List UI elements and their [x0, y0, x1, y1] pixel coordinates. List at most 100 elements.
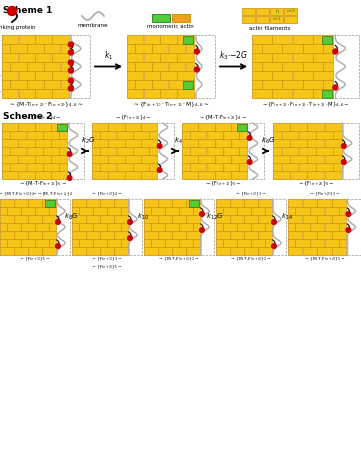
Bar [2, 155, 18, 162]
Bar [288, 199, 361, 255]
Bar [231, 123, 247, 130]
Bar [199, 171, 214, 179]
Bar [52, 35, 69, 44]
Text: $\sim\{$F$_{(n+1)}\}_4\sim$: $\sim\{$F$_{(n+1)}\}_4\sim$ [24, 114, 62, 122]
Bar [19, 89, 35, 97]
Bar [322, 89, 332, 97]
Bar [177, 35, 193, 44]
Bar [127, 80, 135, 89]
Bar [182, 123, 198, 130]
Bar [299, 147, 316, 154]
Circle shape [56, 219, 60, 224]
Bar [215, 123, 231, 130]
Bar [35, 223, 49, 231]
Bar [100, 231, 114, 239]
Bar [0, 231, 14, 239]
Bar [60, 131, 67, 138]
Bar [295, 207, 310, 215]
Bar [158, 215, 172, 223]
Bar [186, 44, 193, 53]
Circle shape [342, 160, 346, 164]
Bar [177, 53, 193, 62]
Bar [303, 247, 317, 255]
Bar [244, 231, 258, 239]
Bar [206, 131, 223, 138]
Text: monomeric actin: monomeric actin [147, 24, 193, 29]
Bar [149, 147, 157, 154]
Bar [282, 163, 299, 171]
Bar [108, 155, 125, 162]
Bar [2, 139, 18, 146]
Bar [27, 44, 43, 53]
Bar [262, 80, 282, 89]
Bar [199, 123, 214, 130]
Bar [14, 247, 28, 255]
Circle shape [67, 176, 72, 180]
Bar [127, 89, 143, 97]
Bar [72, 215, 86, 223]
Bar [144, 207, 151, 215]
Bar [325, 207, 339, 215]
Bar [216, 207, 223, 215]
Bar [284, 16, 297, 23]
Bar [114, 199, 128, 207]
Bar [288, 247, 302, 255]
Bar [2, 35, 18, 44]
Circle shape [68, 60, 73, 65]
Bar [100, 199, 114, 207]
Bar [182, 147, 190, 154]
Bar [288, 207, 295, 215]
Bar [288, 239, 295, 247]
Bar [237, 223, 251, 231]
Bar [223, 163, 239, 171]
Bar [35, 71, 52, 80]
Bar [273, 155, 290, 162]
Bar [317, 199, 331, 207]
Bar [135, 62, 152, 71]
Bar [93, 239, 107, 247]
Text: $\sim\{$F$_{(n+2)}\}_4\sim$: $\sim\{$F$_{(n+2)}\}_4\sim$ [91, 191, 123, 198]
Bar [288, 223, 295, 231]
Bar [244, 247, 258, 255]
Bar [239, 147, 247, 154]
Bar [117, 163, 133, 171]
Bar [216, 239, 223, 247]
Circle shape [342, 144, 346, 148]
Bar [303, 80, 323, 89]
Circle shape [67, 152, 72, 156]
Bar [293, 71, 313, 80]
Bar [144, 239, 151, 247]
Bar [49, 239, 56, 247]
Bar [215, 139, 231, 146]
Bar [273, 123, 359, 179]
Bar [72, 207, 79, 215]
Bar [323, 44, 333, 53]
Bar [79, 223, 93, 231]
Bar [2, 35, 90, 98]
Bar [72, 223, 79, 231]
Text: actin filaments: actin filaments [249, 26, 291, 31]
Bar [313, 35, 333, 44]
Circle shape [128, 236, 132, 240]
Bar [272, 53, 292, 62]
Bar [265, 207, 272, 215]
Bar [317, 247, 331, 255]
Bar [2, 80, 10, 89]
Bar [35, 155, 51, 162]
Bar [43, 131, 59, 138]
Bar [107, 239, 121, 247]
Text: $\sim\{$M-T-F$_{(n+2)}\}_5\sim$: $\sim\{$M-T-F$_{(n+2)}\}_5\sim$ [304, 256, 345, 263]
Bar [144, 231, 158, 239]
Bar [239, 163, 247, 171]
Bar [270, 16, 283, 23]
Bar [0, 247, 14, 255]
Text: n+2: n+2 [287, 9, 295, 14]
Bar [127, 71, 143, 80]
Bar [135, 44, 152, 53]
Bar [35, 171, 51, 179]
Bar [256, 16, 269, 23]
Bar [44, 62, 60, 71]
Circle shape [200, 227, 204, 232]
Bar [256, 8, 269, 15]
Bar [252, 71, 272, 80]
